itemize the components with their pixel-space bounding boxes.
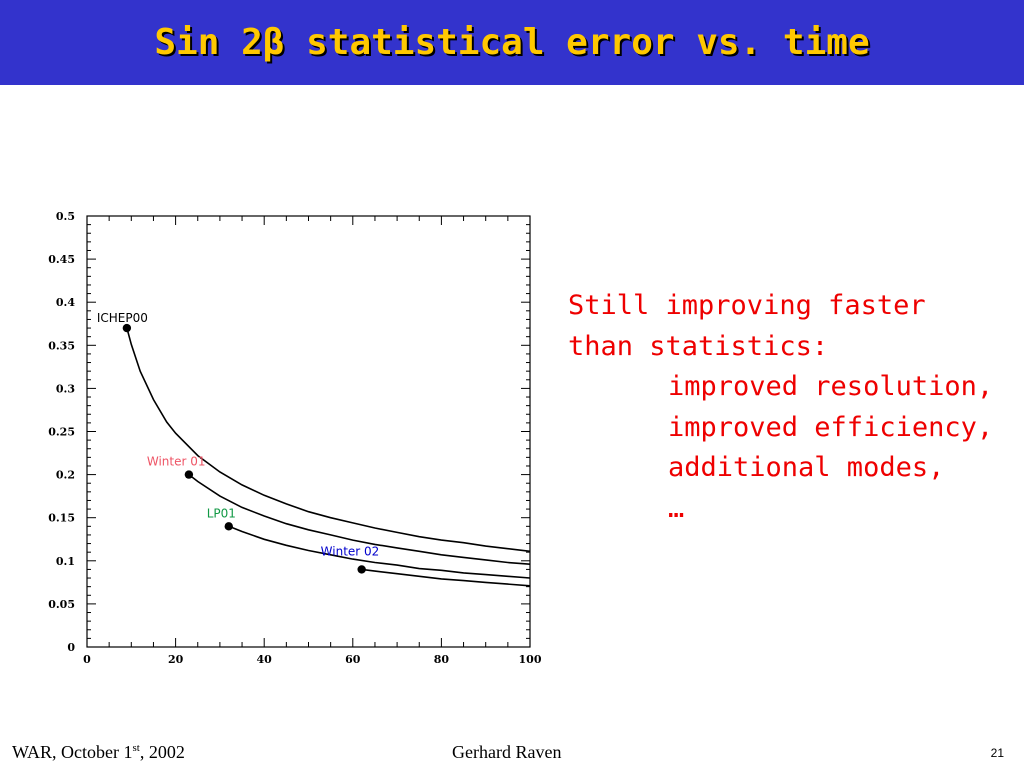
data-point-winter-02	[357, 565, 366, 574]
data-point-label: Winter 01	[147, 455, 206, 469]
x-tick-label: 40	[257, 653, 273, 666]
footer-author: Gerhard Raven	[452, 742, 562, 762]
x-tick-label: 60	[345, 653, 361, 666]
data-point-label: Winter 02	[321, 544, 380, 558]
y-tick-label: 0.3	[56, 382, 75, 395]
bullet-line-1: Still improving faster	[568, 290, 926, 321]
x-tick-label: 100	[519, 653, 542, 666]
data-point-label: ICHEP00	[97, 311, 148, 325]
x-tick-label: 80	[434, 653, 450, 666]
slide-title: Sin 2β statistical error vs. time	[154, 22, 870, 63]
footer-event-year: , 2002	[139, 742, 185, 762]
chart-svg: 0 20 40 60 80 100 0 0.05 0.1 0.15 0.2 0.25 0.3 0.35 0.…	[48, 210, 542, 666]
data-point-winter-01	[184, 470, 194, 479]
bullet-item-modes: additional modes,	[668, 452, 945, 483]
curve-4	[361, 568, 531, 587]
curve-2	[188, 473, 531, 565]
y-tick-label: 0.05	[48, 598, 75, 611]
y-tick-label: 0.1	[56, 555, 75, 568]
y-tick-label: 0.25	[48, 426, 75, 439]
data-point-ichep00	[122, 323, 132, 333]
y-tick-label: 0	[67, 641, 75, 654]
x-tick-label: 20	[168, 653, 184, 666]
chart: 0 20 40 60 80 100 0 0.05 0.1 0.15 0.2 0.25 0.3 0.35 0.…	[40, 200, 560, 680]
bullet-line-2: than statistics:	[568, 330, 829, 362]
footer-event: WAR, October 1st, 2002	[12, 742, 185, 763]
footer-event-name: WAR, October 1	[12, 742, 133, 762]
plot-frame	[86, 215, 531, 648]
page-number: 21	[990, 746, 1004, 760]
bullet-item-efficiency: improved efficiency,	[668, 411, 994, 443]
x-tick-label: 0	[83, 653, 91, 666]
title-bar: Sin 2β statistical error vs. time	[0, 0, 1024, 85]
y-tick-label: 0.35	[48, 339, 75, 352]
y-tick-label: 0.5	[56, 210, 75, 223]
curve-3	[228, 525, 531, 579]
y-tick-label: 0.15	[48, 512, 75, 525]
bullet-item-resolution: improved resolution,	[668, 371, 994, 402]
y-tick-label: 0.2	[56, 469, 75, 482]
curve-1	[126, 327, 531, 553]
data-point-label: LP01	[207, 506, 236, 520]
footer-event-sup: st	[132, 742, 140, 754]
data-point-lp01	[224, 522, 233, 531]
bullet-item-ellipsis: …	[668, 492, 685, 524]
y-tick-label: 0.45	[48, 253, 75, 266]
y-tick-label: 0.4	[56, 296, 75, 309]
bullet-list: Still improving faster than statistics: …	[568, 286, 1018, 529]
